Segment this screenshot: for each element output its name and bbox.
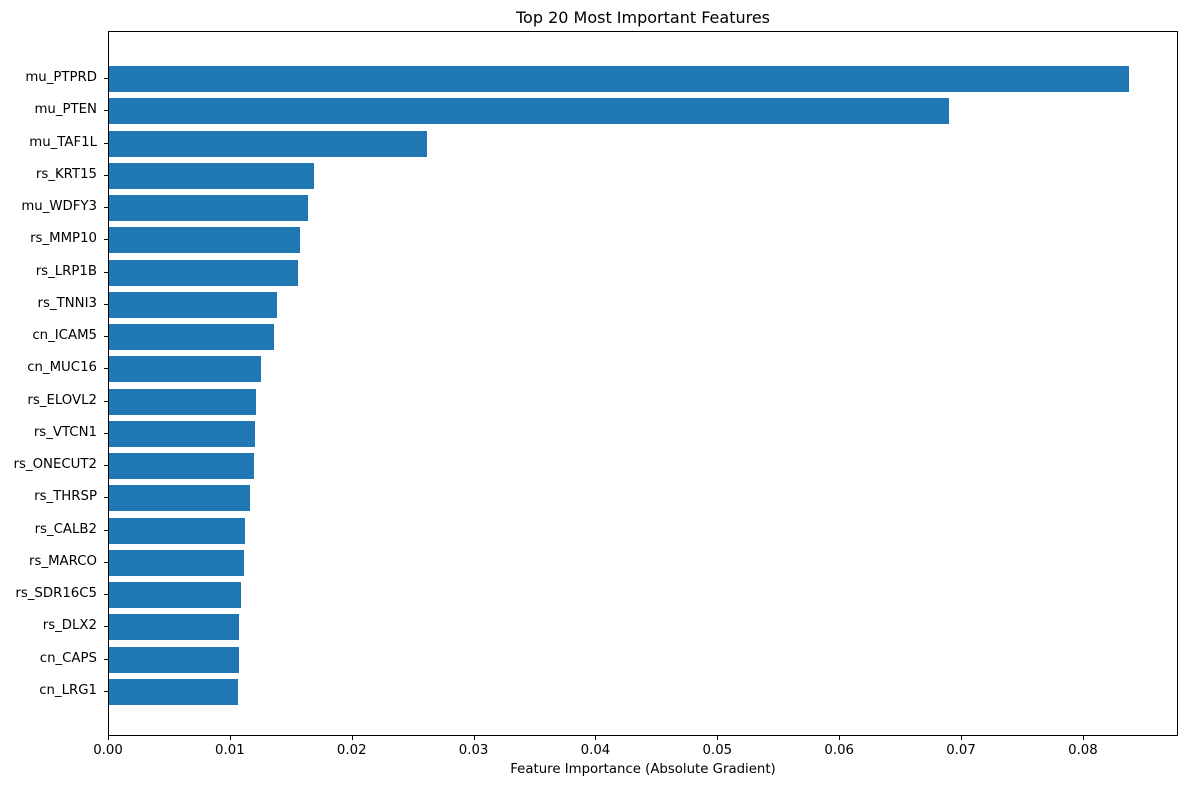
- y-tick-label: rs_ELOVL2: [27, 392, 97, 408]
- x-tick-mark: [108, 736, 109, 740]
- y-tick-label: rs_CALB2: [34, 521, 97, 537]
- y-tick-mark: [104, 174, 108, 176]
- bar-rs_MMP10: [109, 227, 300, 254]
- y-tick-label: cn_CAPS: [39, 650, 97, 666]
- y-tick-mark: [104, 432, 108, 434]
- x-tick-label: 0.03: [458, 743, 489, 758]
- bar-rs_VTCN1: [109, 420, 255, 447]
- y-tick-mark: [104, 465, 108, 467]
- y-tick-label: rs_THRSP: [34, 489, 97, 505]
- y-tick-label: rs_MARCO: [29, 553, 97, 569]
- bar-rs_SDR16C5: [109, 582, 241, 609]
- bar-rs_LRP1B: [109, 259, 298, 286]
- x-tick-label: 0.01: [215, 743, 245, 758]
- x-tick-mark: [473, 736, 475, 740]
- x-tick-label: 0.06: [824, 743, 854, 758]
- plot-area: [108, 31, 1178, 736]
- x-tick-mark: [229, 736, 231, 740]
- x-axis-label: Feature Importance (Absolute Gradient): [510, 762, 776, 777]
- y-tick-label: rs_LRP1B: [35, 263, 97, 279]
- y-tick-label: cn_LRG1: [39, 683, 97, 698]
- chart-title: Top 20 Most Important Features: [515, 8, 771, 27]
- y-tick-mark: [104, 594, 108, 596]
- x-tick-label: 0.07: [946, 743, 976, 758]
- x-tick-mark: [595, 736, 597, 740]
- x-tick-mark: [351, 736, 353, 740]
- x-tick-label: 0.05: [702, 743, 733, 758]
- y-tick-mark: [104, 239, 108, 241]
- bar-cn_ICAM5: [109, 324, 274, 351]
- y-tick-mark: [104, 78, 108, 79]
- x-tick-mark: [961, 736, 963, 740]
- y-tick-mark: [104, 303, 108, 305]
- y-tick-mark: [104, 271, 108, 273]
- y-tick-mark: [104, 626, 108, 628]
- y-tick-label: rs_SDR16C5: [15, 586, 97, 602]
- y-tick-label: mu_PTEN: [34, 102, 97, 118]
- y-tick-label: mu_WDFY3: [21, 199, 97, 215]
- x-tick-label: 0.08: [1068, 743, 1098, 758]
- bar-cn_LRG1: [109, 679, 238, 705]
- y-tick-label: cn_MUC16: [27, 360, 97, 376]
- y-tick-label: rs_DLX2: [42, 618, 97, 634]
- y-tick-mark: [104, 497, 108, 499]
- bar-mu_WDFY3: [109, 195, 308, 222]
- y-tick-mark: [104, 658, 108, 660]
- y-tick-label: rs_TNNI3: [37, 295, 97, 311]
- x-tick-label: 0.00: [93, 743, 123, 758]
- y-tick-mark: [104, 561, 108, 563]
- y-tick-label: rs_ONECUT2: [13, 457, 97, 473]
- y-tick-mark: [104, 207, 108, 209]
- bar-mu_TAF1L: [109, 130, 427, 157]
- bar-rs_MARCO: [109, 549, 244, 576]
- y-tick-label: mu_TAF1L: [29, 134, 97, 150]
- bar-rs_KRT15: [109, 162, 314, 189]
- x-tick-label: 0.02: [336, 743, 367, 758]
- y-tick-mark: [104, 142, 108, 144]
- bar-rs_ELOVL2: [109, 388, 256, 415]
- x-tick-mark: [717, 736, 719, 740]
- x-tick-label: 0.04: [580, 743, 611, 758]
- y-tick-label: rs_KRT15: [35, 166, 97, 182]
- y-tick-label: cn_ICAM5: [32, 328, 97, 344]
- bar-rs_TNNI3: [109, 291, 277, 318]
- y-tick-label: rs_MMP10: [30, 231, 97, 247]
- x-tick-mark: [1082, 736, 1084, 740]
- y-tick-mark: [104, 368, 108, 370]
- bar-rs_ONECUT2: [109, 453, 254, 480]
- bar-mu_PTPRD: [109, 66, 1129, 92]
- x-tick-mark: [839, 736, 841, 740]
- y-tick-mark: [104, 529, 108, 531]
- bar-rs_THRSP: [109, 485, 250, 512]
- y-tick-label: mu_PTPRD: [25, 70, 97, 85]
- bar-rs_CALB2: [109, 517, 245, 544]
- bar-mu_PTEN: [109, 98, 949, 125]
- bar-cn_MUC16: [109, 356, 261, 383]
- y-tick-mark: [104, 400, 108, 402]
- y-tick-mark: [104, 336, 108, 338]
- bar-cn_CAPS: [109, 646, 239, 673]
- y-tick-mark: [104, 110, 108, 112]
- bar-rs_DLX2: [109, 614, 239, 641]
- y-tick-label: rs_VTCN1: [33, 424, 97, 440]
- y-tick-mark: [104, 691, 108, 692]
